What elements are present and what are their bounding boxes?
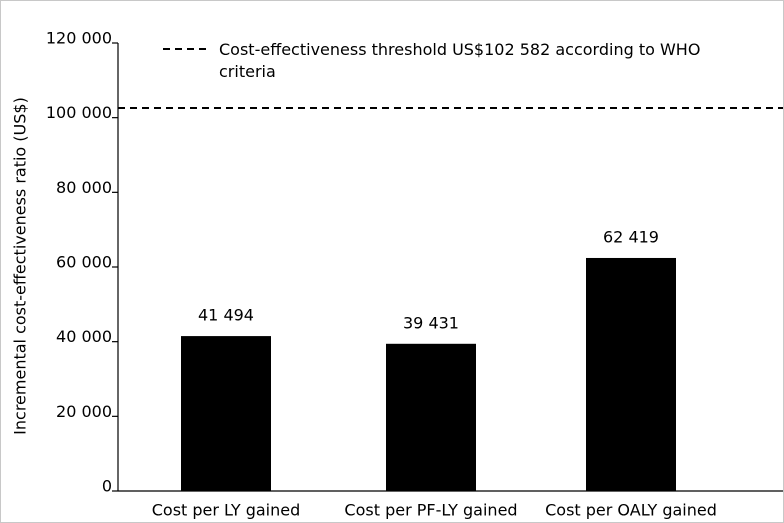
y-tick-label: 120 000 [46,29,112,48]
bar [586,257,676,491]
y-tick-label: 0 [102,477,112,496]
x-tick-label: Cost per LY gained [152,501,301,520]
y-tick-label: 60 000 [56,253,112,272]
y-axis-title: Incremental cost-effectiveness ratio (US… [11,97,30,435]
x-tick-label: Cost per PF-LY gained [344,501,517,520]
x-tick-label: Cost per OALY gained [545,501,717,520]
value-label: 39 431 [403,313,459,332]
value-label: 41 494 [198,306,254,325]
y-tick-label: 80 000 [56,178,112,197]
y-tick-label: 20 000 [56,402,112,421]
bar [181,336,271,491]
value-label: 62 419 [603,227,659,246]
y-tick-label: 40 000 [56,327,112,346]
y-tick-label: 100 000 [46,103,112,122]
legend-label: Cost-effectiveness threshold US$102 582 … [219,40,701,81]
bar [386,343,476,491]
